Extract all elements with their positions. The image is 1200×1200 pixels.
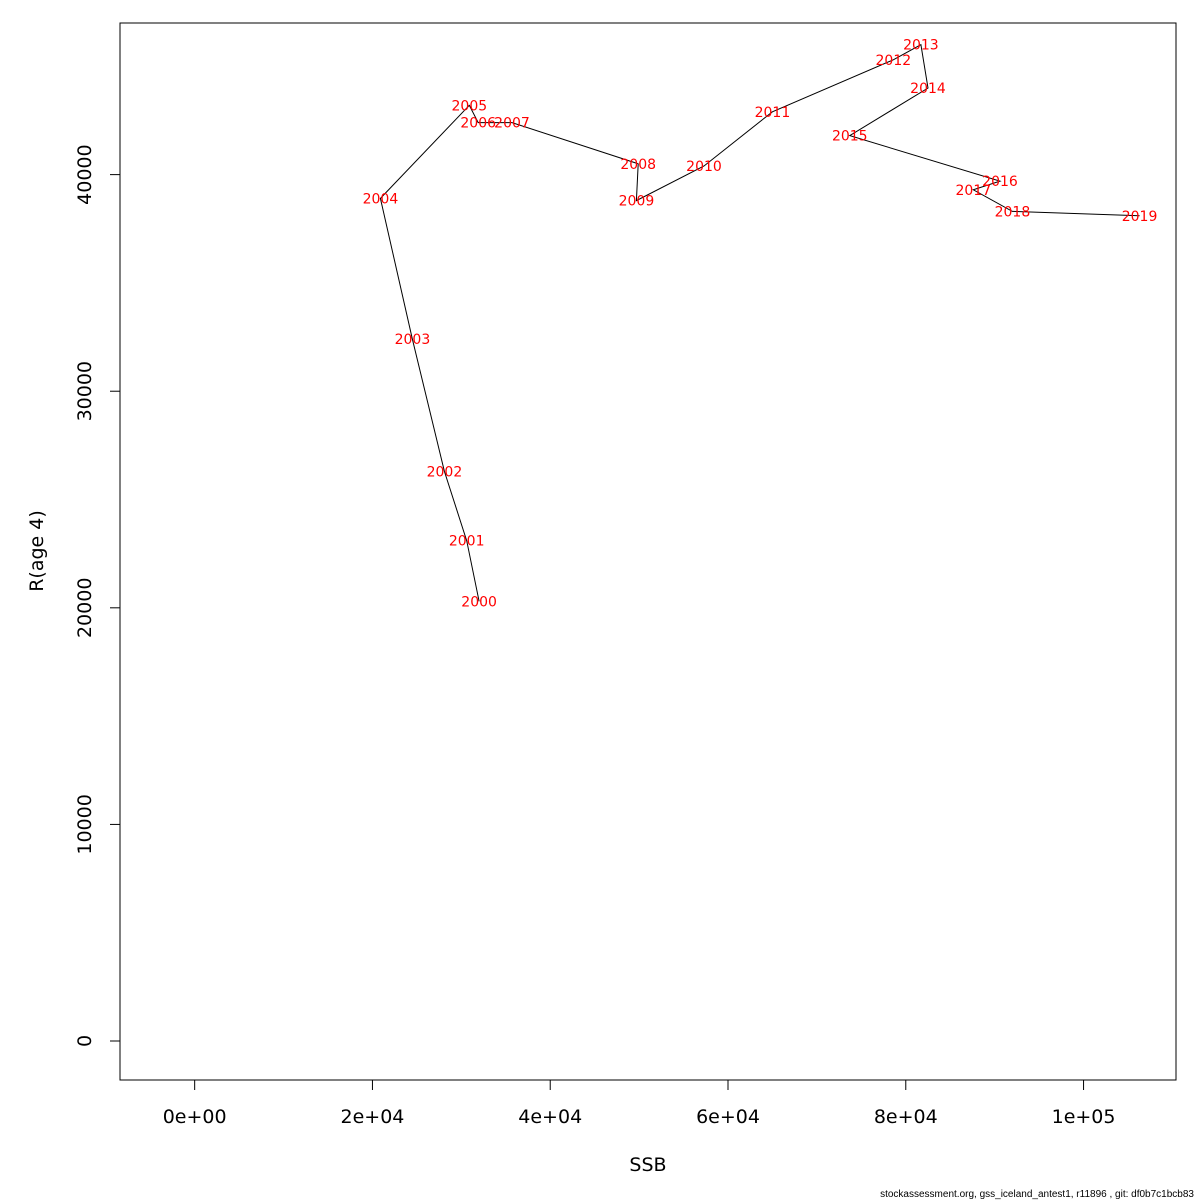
year-label-2004: 2004 <box>363 191 399 207</box>
x-tick-label: 1e+05 <box>1052 1106 1116 1128</box>
x-tick-label: 8e+04 <box>874 1106 938 1128</box>
x-tick-label: 6e+04 <box>696 1106 760 1128</box>
x-axis: 0e+00 2e+04 4e+04 6e+04 8e+04 1e+05 <box>163 1079 1116 1128</box>
year-label-2010: 2010 <box>686 159 722 175</box>
year-label-2003: 2003 <box>395 332 431 348</box>
year-label-2016: 2016 <box>982 174 1018 190</box>
year-label-2005: 2005 <box>452 98 488 114</box>
year-label-2009: 2009 <box>619 194 655 210</box>
x-tick-label: 2e+04 <box>341 1106 405 1128</box>
year-label-2014: 2014 <box>910 81 946 97</box>
year-label-2000: 2000 <box>461 594 497 610</box>
year-label-2007: 2007 <box>494 116 530 132</box>
year-label-2017: 2017 <box>956 183 992 199</box>
year-label-2006: 2006 <box>460 116 496 132</box>
x-axis-title: SSB <box>629 1154 666 1176</box>
x-tick-label: 4e+04 <box>518 1106 582 1128</box>
year-label-2012: 2012 <box>876 53 912 69</box>
y-tick-label: 20000 <box>74 578 96 638</box>
year-label-2011: 2011 <box>755 105 791 121</box>
footer-credit: stockassessment.org, gss_iceland_antest1… <box>880 1189 1194 1200</box>
year-label-2018: 2018 <box>995 204 1031 220</box>
year-label-2001: 2001 <box>449 534 485 550</box>
year-label-2015: 2015 <box>832 129 868 145</box>
year-label-2002: 2002 <box>427 464 463 480</box>
y-axis-title: R(age 4) <box>26 510 48 592</box>
year-label-2008: 2008 <box>620 157 656 173</box>
year-label-2013: 2013 <box>903 38 939 54</box>
y-tick-label: 0 <box>74 1035 96 1047</box>
x-tick-label: 0e+00 <box>163 1106 227 1128</box>
y-axis: 0 10000 20000 30000 40000 <box>74 144 121 1047</box>
y-tick-label: 40000 <box>74 144 96 204</box>
y-tick-label: 30000 <box>74 361 96 421</box>
series-line <box>379 43 1140 602</box>
y-tick-label: 10000 <box>74 794 96 854</box>
year-label-2019: 2019 <box>1122 209 1158 225</box>
